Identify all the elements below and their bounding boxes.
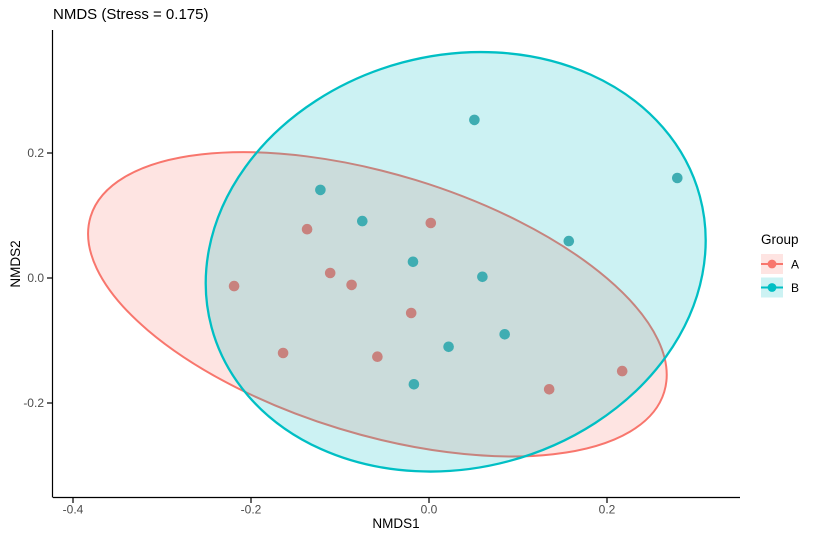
legend-label-a: A: [791, 258, 799, 272]
x-tick-label: 0.0: [421, 503, 438, 517]
x-axis-title: NMDS1: [372, 516, 419, 531]
ellipse-layer: [87, 50, 707, 473]
y-tick-label: 0.2: [27, 146, 44, 160]
group-b-ellipse: [204, 50, 707, 473]
legend-label-b: B: [791, 281, 799, 295]
point-layer: [228, 114, 683, 395]
point-b: [563, 235, 575, 247]
point-a: [405, 307, 417, 319]
point-b: [407, 256, 419, 268]
y-axis-title: NMDS2: [8, 240, 23, 287]
point-b: [443, 341, 454, 353]
x-tick-label: 0.2: [599, 503, 616, 517]
point-a: [616, 365, 628, 377]
point-b: [469, 114, 480, 126]
x-tick-label: -0.4: [63, 503, 84, 517]
point-b: [499, 329, 511, 340]
point-a: [543, 384, 555, 395]
x-tick-label: -0.2: [241, 503, 262, 517]
point-a: [372, 351, 383, 363]
y-tick-label: 0.0: [27, 271, 44, 285]
point-b: [672, 172, 683, 184]
point-a: [346, 279, 357, 291]
point-a: [228, 280, 240, 292]
legend-key-dot: [767, 259, 777, 269]
point-a: [425, 217, 437, 229]
legend: Group AB: [761, 232, 799, 298]
point-b: [357, 215, 368, 227]
point-b: [408, 379, 420, 390]
group-a-ellipse: [87, 151, 668, 458]
point-b: [315, 184, 326, 196]
legend-key-a: A: [761, 254, 799, 274]
legend-key-b: B: [761, 277, 799, 298]
point-a: [277, 347, 289, 359]
legend-key-dot: [767, 283, 777, 292]
x-axis: -0.4 -0.2 0.0 0.2: [53, 496, 740, 517]
point-a: [324, 267, 336, 279]
point-a: [301, 223, 313, 235]
y-axis: 0.2 0.0 -0.2: [23, 30, 54, 498]
legend-title: Group: [761, 232, 799, 247]
y-tick-label: -0.2: [23, 396, 44, 410]
point-b: [477, 271, 488, 283]
plot-title: NMDS (Stress = 0.175): [53, 6, 208, 23]
